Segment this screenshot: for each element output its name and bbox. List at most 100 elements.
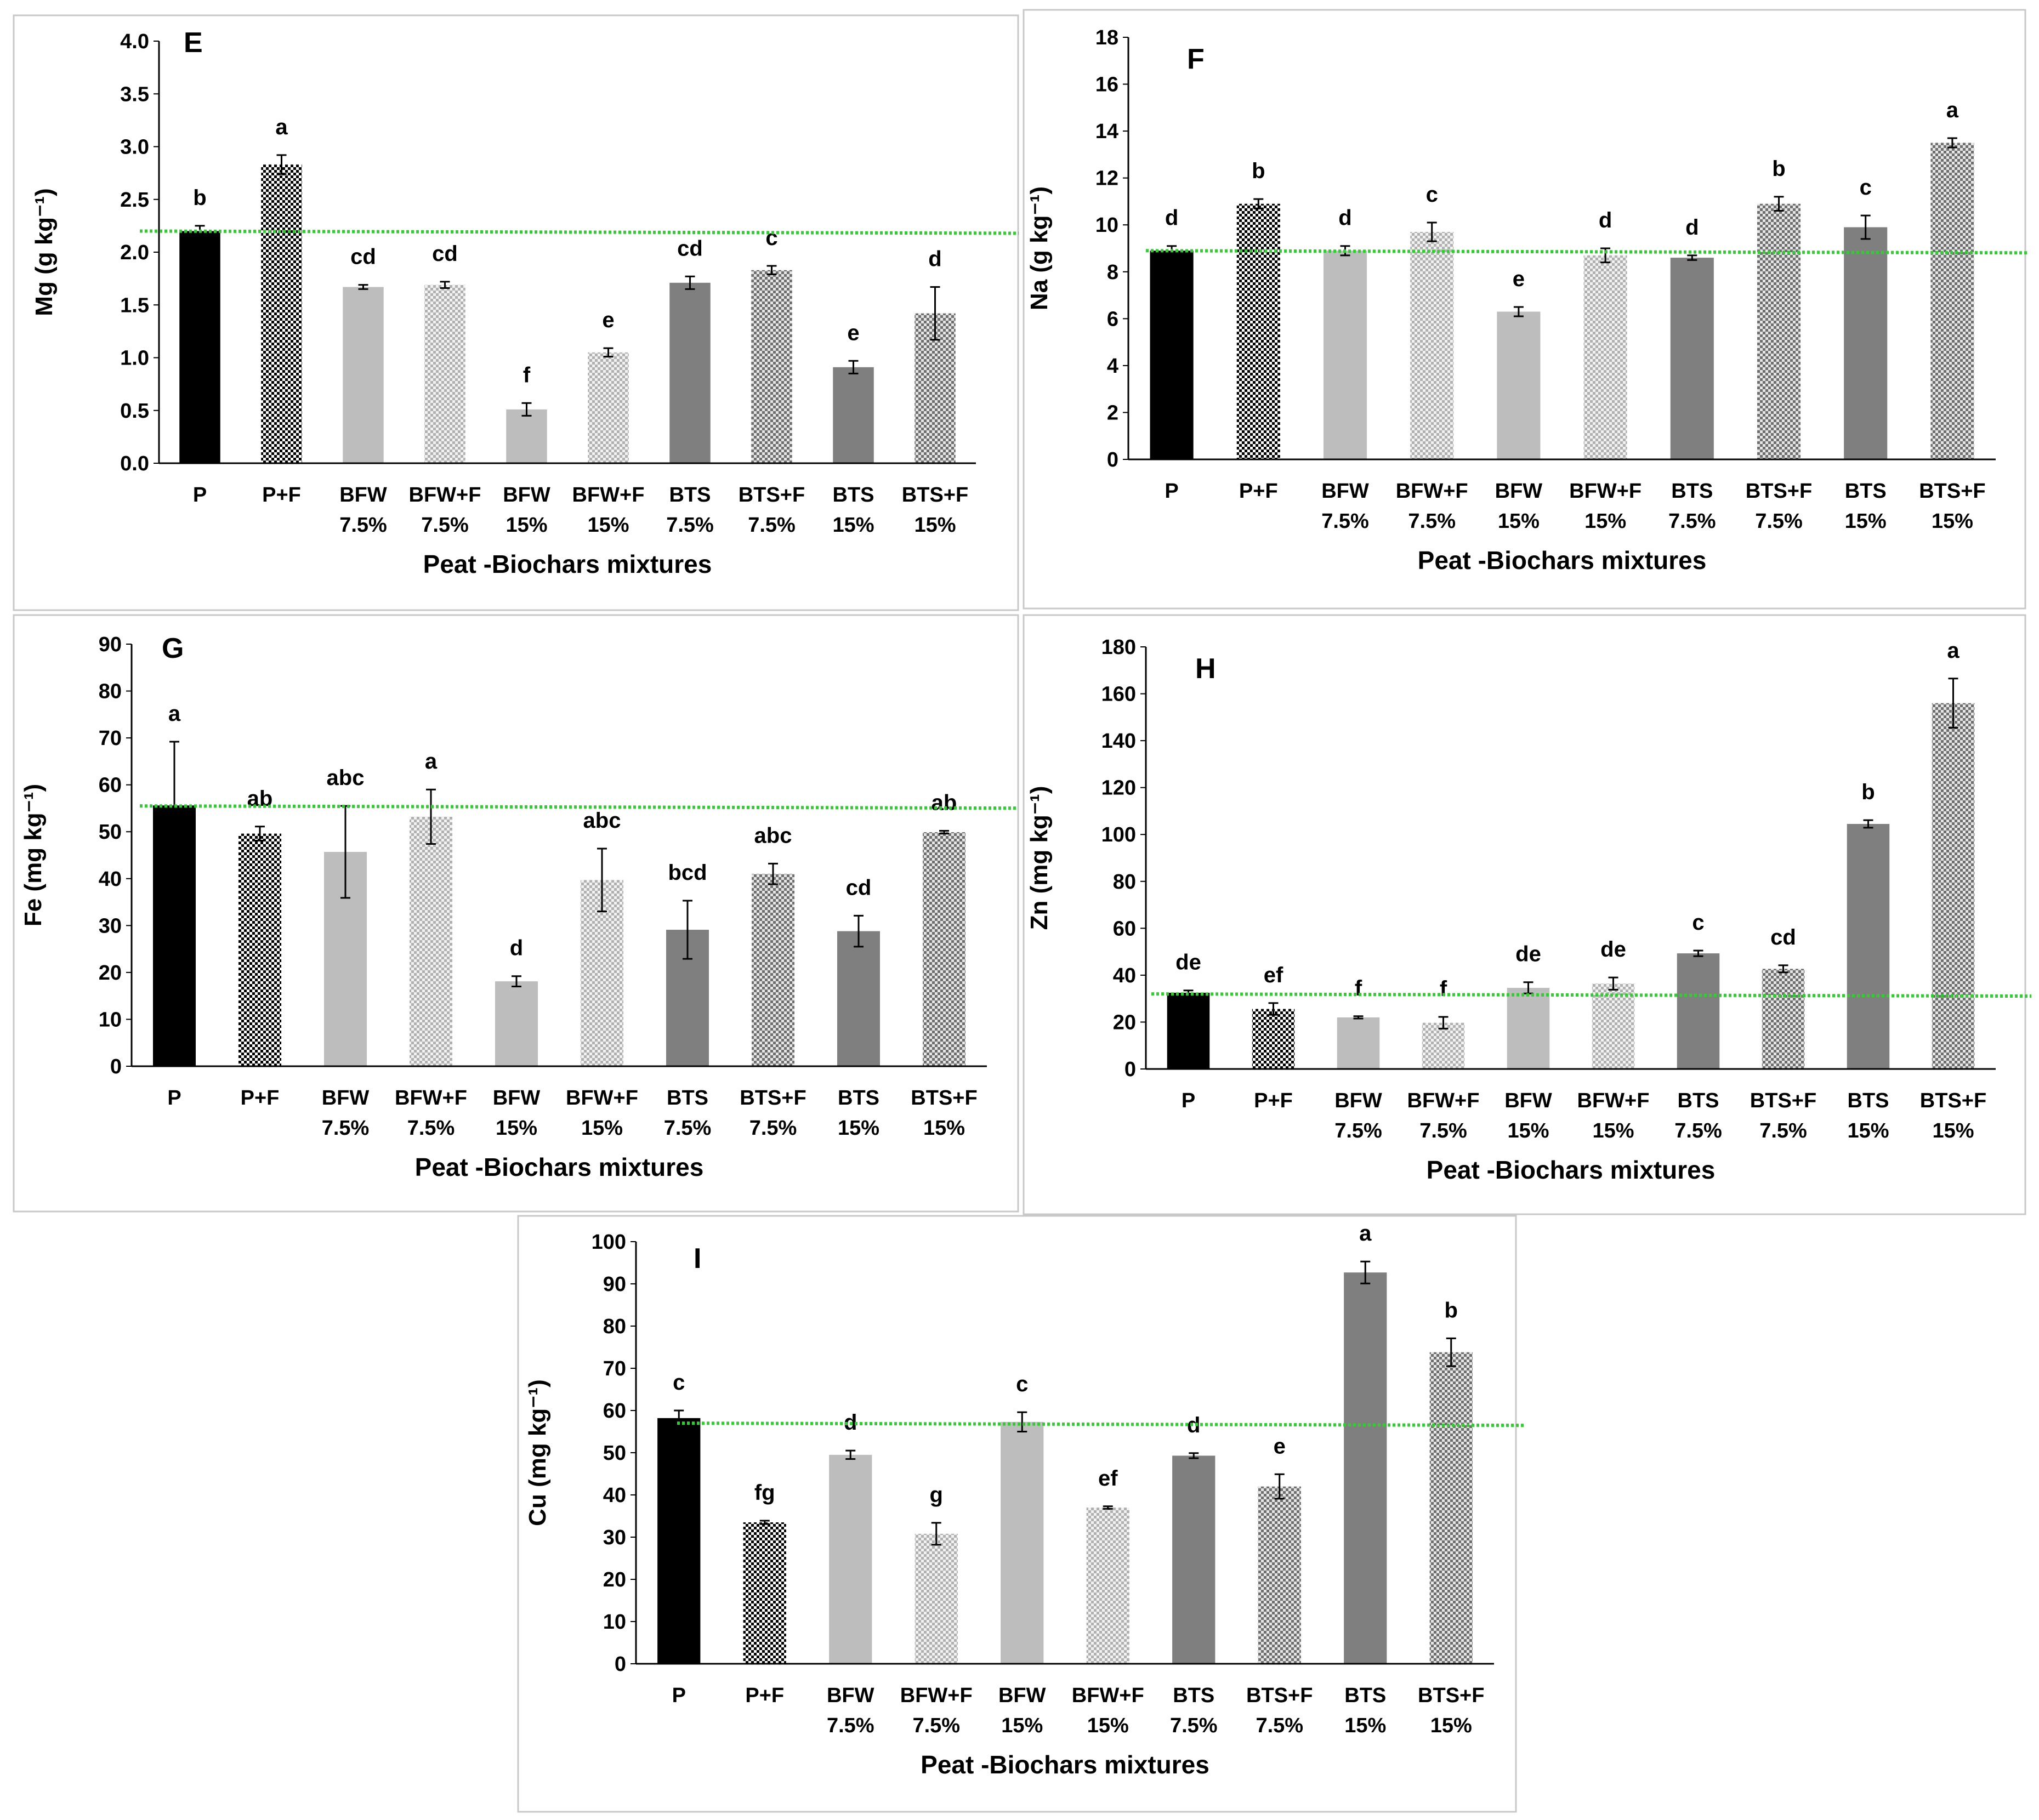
bar <box>1410 232 1454 459</box>
y-tick-label: 0.5 <box>120 400 149 423</box>
bar <box>1670 258 1714 459</box>
x-tick-label-sub: 15% <box>581 1117 623 1140</box>
x-tick-label: BTS+F <box>1920 1089 1986 1112</box>
x-tick-label: P <box>167 1087 181 1110</box>
panel-frame <box>1023 9 2026 610</box>
x-tick-label: BTS <box>1173 1684 1214 1707</box>
x-tick-label: P+F <box>1239 480 1278 503</box>
bar <box>179 231 220 463</box>
panel-letter: F <box>1187 43 1205 75</box>
bar <box>495 981 538 1066</box>
x-tick-label: BTS <box>1848 1089 1889 1112</box>
significance-letter: abc <box>754 823 792 848</box>
y-tick-label: 70 <box>99 727 122 750</box>
x-tick-label-sub: 7.5% <box>748 514 796 537</box>
significance-letter: e <box>1274 1434 1286 1458</box>
bar <box>1429 1352 1473 1664</box>
significance-letter: b <box>1772 157 1785 181</box>
x-axis-label: Peat -Biochars mixtures <box>1418 546 1707 575</box>
bar <box>238 833 281 1066</box>
chart-cu: 0 10 20 30 40 50 60 70 80 90 100 c Pfg P+F d BFW 7.5% g BF… <box>524 1221 1525 1779</box>
significance-letter: c <box>1016 1372 1028 1396</box>
y-tick-label: 18 <box>1095 26 1118 49</box>
x-tick-label: P <box>1182 1089 1195 1112</box>
x-tick-label: BTS+F <box>739 484 805 507</box>
significance-letter: a <box>1946 98 1959 122</box>
x-tick-label-sub: 15% <box>1001 1714 1043 1737</box>
y-tick-label: 100 <box>592 1231 626 1254</box>
y-tick-label: 90 <box>603 1273 626 1296</box>
bar <box>1001 1421 1044 1664</box>
y-tick-label: 180 <box>1101 636 1136 659</box>
x-tick-label: BTS+F <box>902 484 968 507</box>
panel-letter: E <box>184 27 203 59</box>
significance-letter: b <box>193 186 206 210</box>
x-tick-label-sub: 15% <box>914 514 956 537</box>
y-axis-label: Cu (mg kg⁻¹) <box>524 1379 551 1526</box>
x-tick-label-sub: 7.5% <box>1170 1714 1218 1737</box>
significance-letter: abc <box>583 809 621 833</box>
y-tick-label: 0 <box>110 1055 122 1078</box>
panel-I: 0 10 20 30 40 50 60 70 80 90 100 c Pfg P+F d BFW 7.5% g BF… <box>517 1215 1525 1813</box>
significance-letter: ef <box>1098 1466 1118 1491</box>
y-tick-label: 12 <box>1095 167 1118 190</box>
x-tick-label-sub: 15% <box>832 514 874 537</box>
y-tick-label: 4 <box>1107 355 1118 378</box>
x-axis-label: Peat -Biochars mixtures <box>415 1153 704 1181</box>
x-tick-label: P <box>193 484 207 507</box>
bar <box>743 1522 786 1664</box>
x-tick-label-sub: 15% <box>1344 1714 1386 1737</box>
x-tick-label: BFW <box>339 484 387 507</box>
significance-letter: cd <box>846 875 872 900</box>
significance-letter: a <box>1947 639 1960 663</box>
chart-zn: 0 20 40 60 80 100 120 140 160 180 de Pef P+F f BFW 7.5%… <box>1026 636 2032 1184</box>
x-tick-label: BFW <box>503 484 550 507</box>
bar <box>1252 1009 1295 1069</box>
x-tick-label-sub: 7.5% <box>1419 1119 1467 1142</box>
panel-G: 0 10 20 30 40 50 60 70 80 90 a Pab P+F abc BFW 7.5% a BFW… <box>13 614 1019 1213</box>
significance-letter: c <box>1860 175 1872 200</box>
significance-letter: d <box>1187 1413 1200 1437</box>
significance-letter: d <box>1338 206 1351 230</box>
bar <box>424 285 465 463</box>
y-tick-label: 14 <box>1095 120 1118 143</box>
significance-letter: b <box>1445 1298 1458 1322</box>
significance-letter: d <box>1685 215 1699 240</box>
y-axis-label: Zn (mg kg⁻¹) <box>1026 786 1053 930</box>
x-tick-label: BTS+F <box>911 1087 977 1110</box>
y-tick-label: 3.5 <box>120 83 149 106</box>
y-tick-label: 8 <box>1107 261 1118 284</box>
x-tick-label: BTS+F <box>1418 1684 1484 1707</box>
bar <box>1086 1508 1129 1664</box>
x-tick-label-sub: 15% <box>1932 510 1973 533</box>
bar <box>1323 251 1367 459</box>
bar <box>1344 1272 1387 1664</box>
y-tick-label: 10 <box>603 1611 626 1634</box>
x-tick-label-sub: 15% <box>923 1117 965 1140</box>
reference-line <box>139 804 1018 810</box>
panel-frame <box>13 614 1019 1213</box>
significance-letter: ef <box>1264 963 1283 987</box>
bar <box>1592 983 1635 1069</box>
x-tick-label-sub: 15% <box>1507 1119 1549 1142</box>
significance-letter: cd <box>432 242 458 266</box>
panel-letter: I <box>694 1243 701 1275</box>
x-tick-label: BFW+F <box>1396 480 1468 503</box>
bar <box>506 409 547 463</box>
x-tick-label: P+F <box>241 1087 280 1110</box>
x-tick-label-sub: 15% <box>1845 510 1887 533</box>
x-tick-label-sub: 15% <box>1087 1714 1129 1737</box>
reference-line <box>1145 249 2029 255</box>
bar <box>1150 251 1194 459</box>
y-tick-label: 20 <box>603 1568 626 1591</box>
x-tick-label-sub: 15% <box>506 514 547 537</box>
bar <box>1847 823 1890 1069</box>
y-tick-label: 16 <box>1095 73 1118 96</box>
x-tick-label: BTS <box>833 484 874 507</box>
x-tick-label: BTS+F <box>740 1087 806 1110</box>
significance-letter: b <box>1252 159 1265 183</box>
x-tick-label-sub: 7.5% <box>421 514 469 537</box>
x-tick-label: BFW <box>827 1684 874 1707</box>
significance-letter: a <box>1359 1221 1372 1245</box>
x-tick-label: BTS <box>1671 480 1713 503</box>
